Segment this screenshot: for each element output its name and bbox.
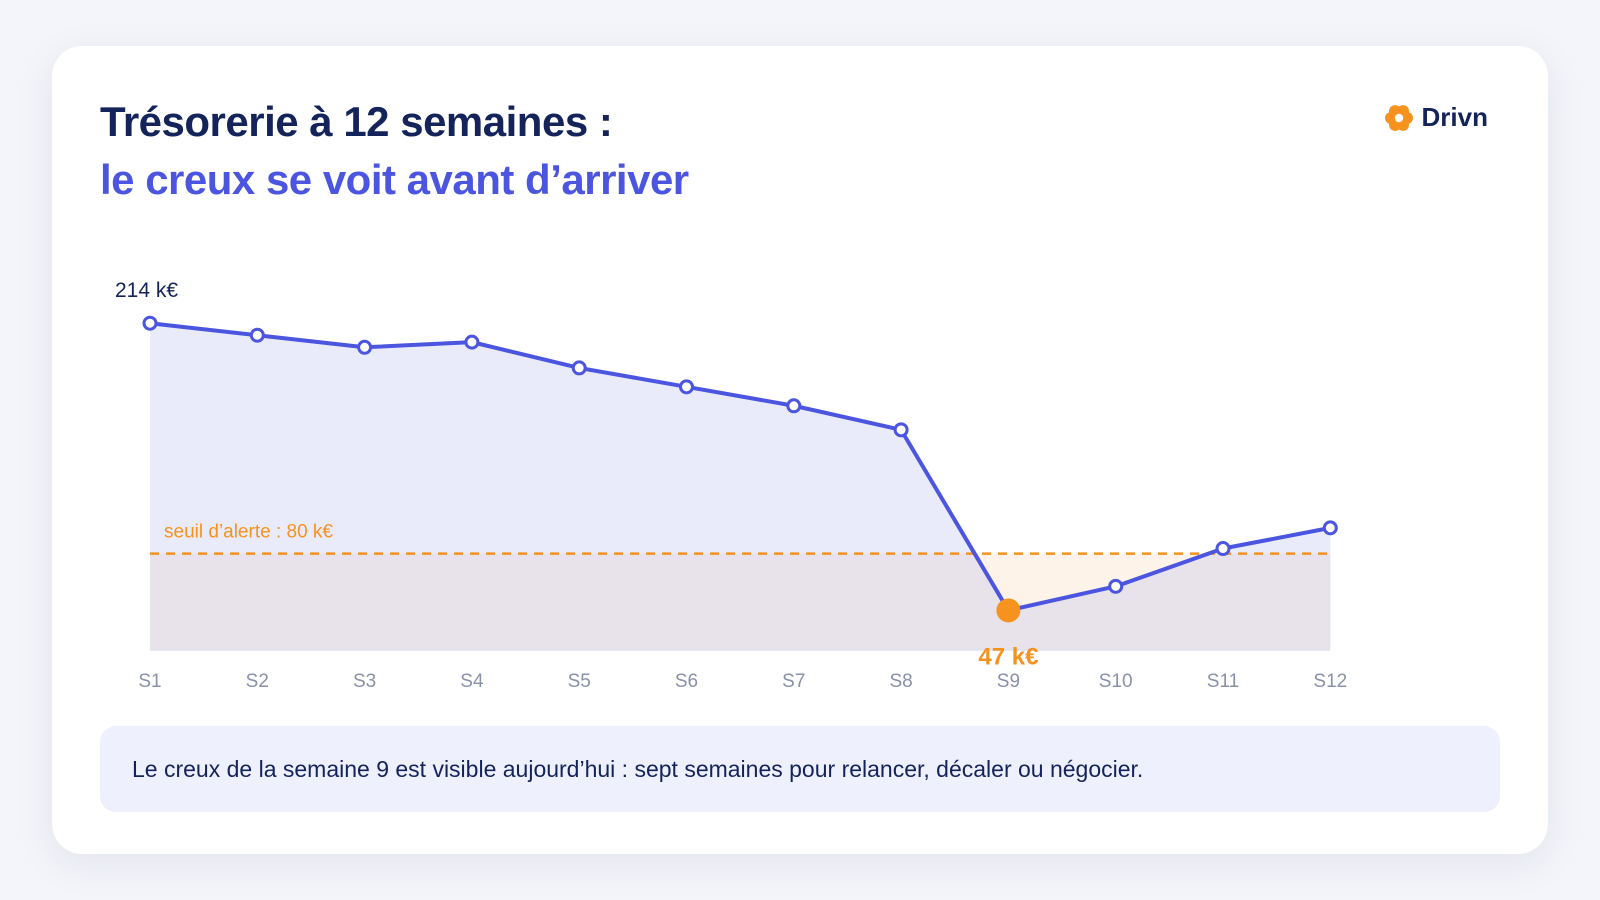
series-line xyxy=(148,321,1333,613)
data-point-S6 xyxy=(679,379,694,395)
dip-highlight xyxy=(150,553,1331,611)
flower-logo-icon xyxy=(1384,104,1413,131)
data-point-min-S9 xyxy=(996,598,1021,623)
data-point-S2 xyxy=(249,327,265,343)
x-tick-label: S2 xyxy=(246,671,269,692)
x-tick-label: S5 xyxy=(568,671,591,692)
x-tick-label: S1 xyxy=(138,671,161,692)
chart-title: Trésorerie à 12 semaines : xyxy=(100,98,613,145)
x-tick-label: S8 xyxy=(889,671,912,692)
x-tick-label: S9 xyxy=(997,671,1020,692)
insight-note: Le creux de la semaine 9 est visible auj… xyxy=(100,726,1500,812)
x-tick-label: S3 xyxy=(353,671,376,692)
x-tick-label: S11 xyxy=(1207,671,1239,692)
data-point-S10 xyxy=(1108,578,1124,594)
data-point-S7 xyxy=(786,398,802,414)
data-point-S11 xyxy=(1215,541,1231,557)
x-tick-label: S12 xyxy=(1313,671,1347,692)
brand-logo: Drivn xyxy=(1384,102,1488,133)
min-value-label: 47 k€ xyxy=(978,643,1038,670)
x-tick-label: S7 xyxy=(782,671,805,692)
brand-name: Drivn xyxy=(1421,102,1488,132)
data-point-S8 xyxy=(893,422,909,438)
data-point-S5 xyxy=(571,360,587,376)
insight-note-text: Le creux de la semaine 9 est visible auj… xyxy=(132,755,1144,782)
data-point-S12 xyxy=(1322,520,1338,536)
start-value-label: 214 k€ xyxy=(115,279,178,302)
chart-subtitle: le creux se voit avant d’arriver xyxy=(100,156,689,203)
x-tick-label: S10 xyxy=(1099,671,1133,692)
x-tick-label: S4 xyxy=(460,671,484,692)
data-point-S1 xyxy=(142,315,158,331)
threshold-label: seuil d’alerte : 80 k€ xyxy=(164,522,333,543)
x-tick-label: S6 xyxy=(675,671,698,692)
data-point-S3 xyxy=(357,339,373,355)
data-point-S4 xyxy=(464,334,480,350)
